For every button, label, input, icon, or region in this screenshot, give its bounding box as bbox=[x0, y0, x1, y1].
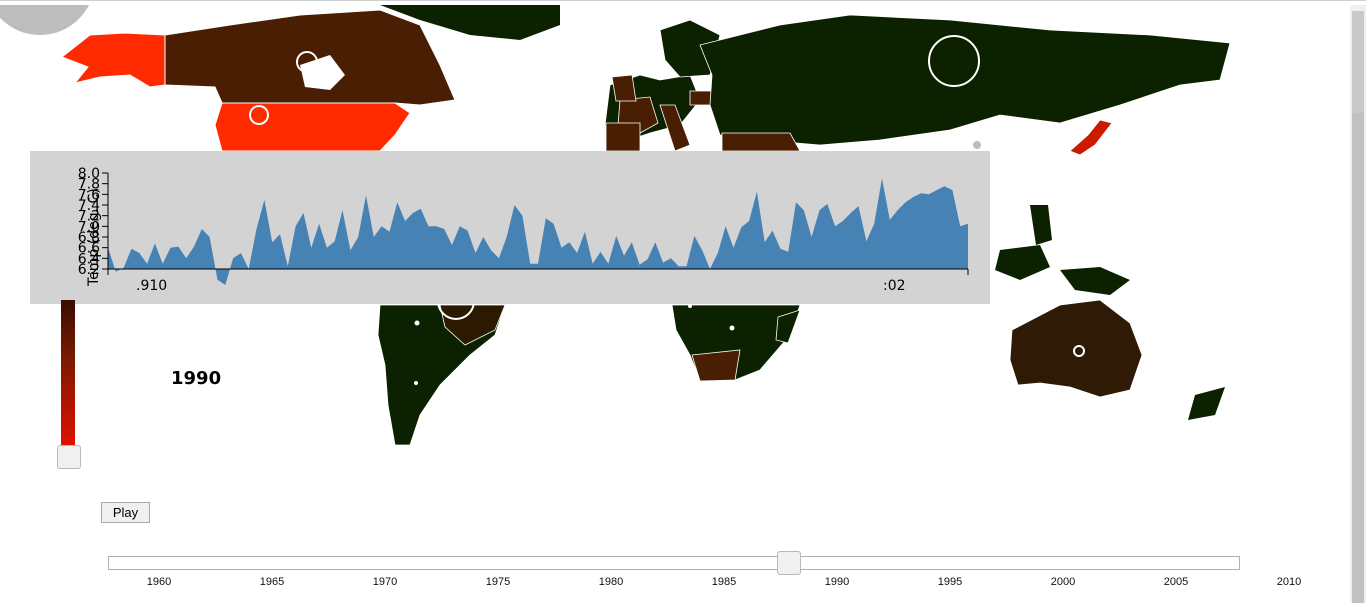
country-madagascar[interactable] bbox=[775, 309, 801, 344]
timeline-tick: 2010 bbox=[1276, 576, 1302, 588]
country-indonesia[interactable] bbox=[995, 245, 1050, 280]
temperature-area-chart: 6.26.46.66.87.07.27.47.67.88.0 .910 :02 … bbox=[78, 166, 969, 294]
bubble-canada[interactable] bbox=[296, 51, 318, 73]
y-tick-label: 6.4 bbox=[78, 251, 100, 267]
y-tick-label: 7.0 bbox=[78, 219, 100, 235]
window-top-border bbox=[0, 0, 1366, 5]
y-tick-label: 6.2 bbox=[78, 262, 100, 278]
year-vertical-slider-track[interactable] bbox=[61, 300, 75, 445]
country-scandinavia[interactable] bbox=[659, 19, 721, 78]
bubble-africa-2[interactable] bbox=[688, 304, 692, 308]
bubble-australia[interactable] bbox=[1073, 345, 1085, 357]
country-turkey[interactable] bbox=[721, 132, 801, 152]
corner-bubble bbox=[0, 5, 89, 35]
country-italy[interactable] bbox=[659, 104, 691, 152]
y-axis-label: Temp (deg. C) bbox=[86, 188, 102, 287]
year-vertical-slider-thumb[interactable] bbox=[57, 445, 81, 469]
timeline-ticks: 1960 1965 1970 1975 1980 1985 1990 1995 … bbox=[0, 576, 1366, 592]
timeline-tick: 1970 bbox=[372, 576, 398, 588]
y-tick-label: 6.8 bbox=[78, 230, 100, 246]
x-tick-label-2: :02 bbox=[883, 278, 906, 294]
y-tick-label: 7.8 bbox=[78, 177, 100, 193]
bubble-sa-1[interactable] bbox=[414, 320, 420, 326]
bubble-russia[interactable] bbox=[928, 35, 980, 87]
timeline-tick: 1960 bbox=[146, 576, 172, 588]
timeline-slider-thumb[interactable] bbox=[777, 551, 801, 575]
y-tick-label: 7.4 bbox=[78, 198, 100, 214]
selected-year-label: 1990 bbox=[171, 368, 222, 389]
bubble-usa[interactable] bbox=[249, 105, 269, 125]
bubble-sa-2[interactable] bbox=[414, 381, 418, 385]
country-japan[interactable] bbox=[1069, 119, 1113, 156]
country-spain[interactable] bbox=[605, 122, 641, 152]
timeline-tick: 1965 bbox=[259, 576, 285, 588]
country-brazil[interactable] bbox=[439, 304, 506, 346]
timeline-tick: 1980 bbox=[598, 576, 624, 588]
world-map[interactable] bbox=[0, 5, 1350, 475]
chart-area-series bbox=[108, 178, 968, 285]
timeline-slider-track[interactable] bbox=[108, 556, 1240, 570]
country-australia[interactable] bbox=[1009, 299, 1143, 398]
country-greenland[interactable] bbox=[380, 5, 560, 40]
y-tick-label: 8.0 bbox=[78, 166, 100, 182]
temperature-chart-panel: 6.2 6.4 6.6 6.8 7.0 7.2 7.4 7.6 7.8 8.0 .910 :02 … bbox=[30, 151, 990, 304]
y-tick-label: 6.6 bbox=[78, 241, 100, 257]
timeline-tick: 1975 bbox=[485, 576, 511, 588]
country-alaska[interactable] bbox=[60, 32, 166, 88]
country-png[interactable] bbox=[1060, 267, 1130, 295]
timeline-tick: 2000 bbox=[1050, 576, 1076, 588]
timeline-tick: 1995 bbox=[937, 576, 963, 588]
country-uk[interactable] bbox=[611, 74, 637, 102]
scrollbar-track-fill[interactable] bbox=[1352, 113, 1364, 603]
timeline-tick: 2005 bbox=[1163, 576, 1189, 588]
country-poland[interactable] bbox=[689, 90, 713, 106]
country-usa[interactable] bbox=[214, 102, 411, 152]
hudson-bay bbox=[300, 55, 345, 90]
timeline-tick: 1990 bbox=[824, 576, 850, 588]
temperature-area bbox=[108, 178, 968, 285]
scrollbar-thumb[interactable] bbox=[1352, 11, 1364, 113]
region-russia-asia[interactable] bbox=[699, 14, 1231, 146]
x-tick-label-1: .910 bbox=[136, 278, 167, 294]
country-new-zealand[interactable] bbox=[1188, 387, 1225, 420]
country-canada[interactable] bbox=[164, 9, 456, 106]
bubble-small-grey[interactable] bbox=[973, 141, 981, 149]
y-axis: 6.26.46.66.87.07.27.47.67.88.0 bbox=[78, 166, 109, 278]
country-south-africa[interactable] bbox=[691, 349, 741, 382]
country-philippines[interactable] bbox=[1030, 205, 1052, 245]
bubble-africa-1[interactable] bbox=[729, 325, 735, 331]
play-button[interactable]: Play bbox=[101, 502, 150, 523]
y-tick-label: 7.6 bbox=[78, 187, 100, 203]
vertical-scrollbar[interactable] bbox=[1350, 5, 1366, 603]
timeline-tick: 1985 bbox=[711, 576, 737, 588]
y-tick-label: 7.2 bbox=[78, 209, 100, 225]
